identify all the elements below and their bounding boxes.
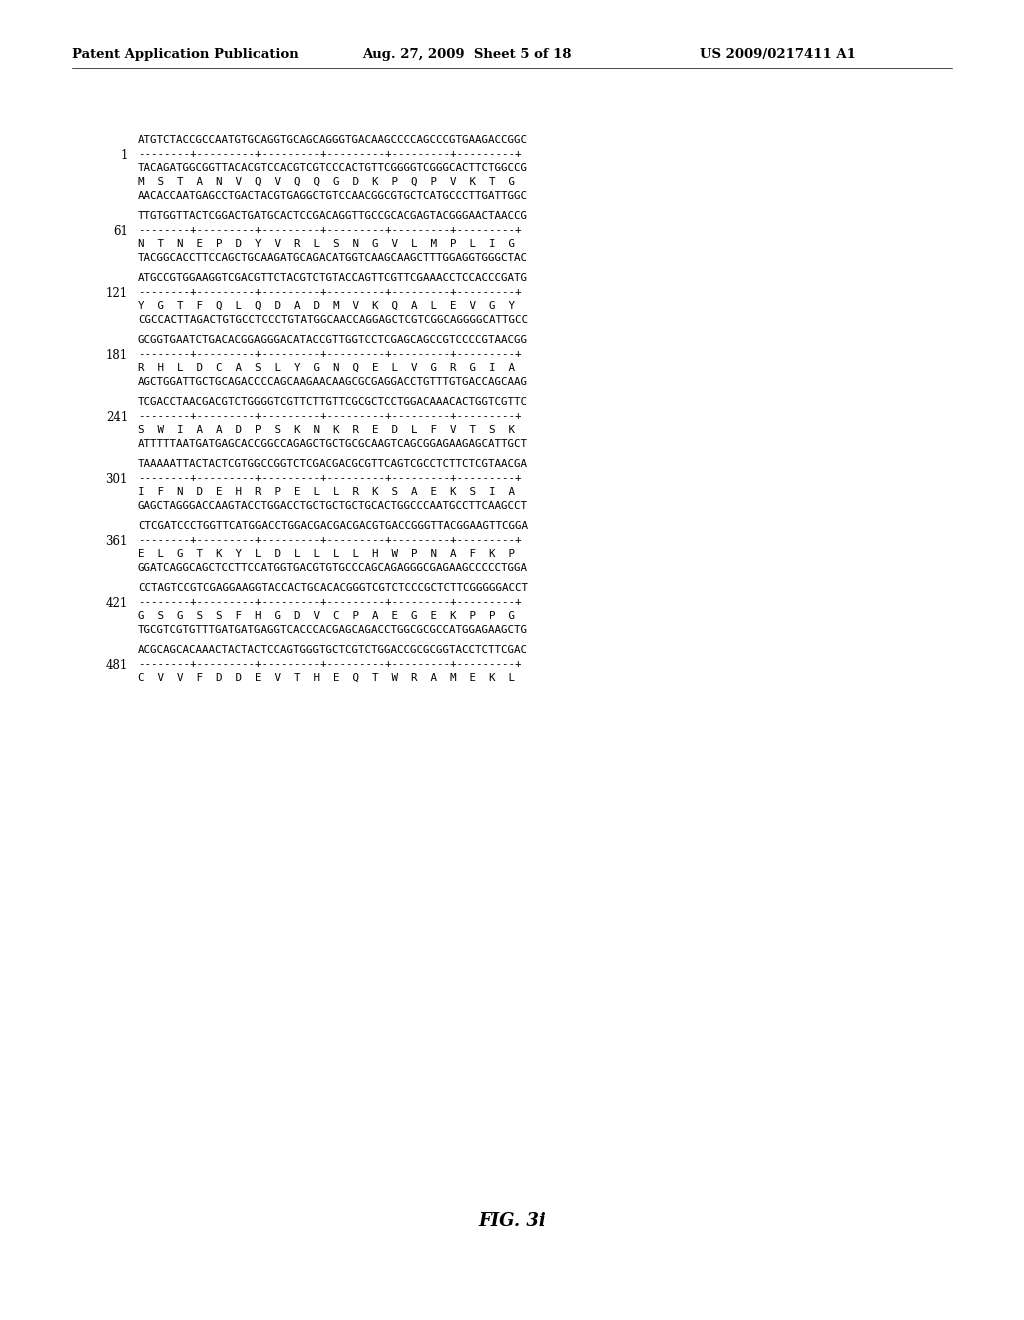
- Text: --------+---------+---------+---------+---------+---------+: --------+---------+---------+---------+-…: [138, 473, 521, 483]
- Text: --------+---------+---------+---------+---------+---------+: --------+---------+---------+---------+-…: [138, 224, 521, 235]
- Text: 361: 361: [105, 535, 128, 548]
- Text: --------+---------+---------+---------+---------+---------+: --------+---------+---------+---------+-…: [138, 149, 521, 158]
- Text: Y  G  T  F  Q  L  Q  D  A  D  M  V  K  Q  A  L  E  V  G  Y: Y G T F Q L Q D A D M V K Q A L E V G Y: [138, 301, 515, 312]
- Text: TTGTGGTTACTCGGACTGATGCACTCCGACAGGTTGCCGCACGAGTACGGGAACTAACCG: TTGTGGTTACTCGGACTGATGCACTCCGACAGGTTGCCGC…: [138, 211, 528, 220]
- Text: 481: 481: [105, 659, 128, 672]
- Text: 1: 1: [121, 149, 128, 162]
- Text: Aug. 27, 2009  Sheet 5 of 18: Aug. 27, 2009 Sheet 5 of 18: [362, 48, 571, 61]
- Text: Patent Application Publication: Patent Application Publication: [72, 48, 299, 61]
- Text: E  L  G  T  K  Y  L  D  L  L  L  L  H  W  P  N  A  F  K  P: E L G T K Y L D L L L L H W P N A F K P: [138, 549, 515, 558]
- Text: ATTTTTAATGATGAGCACCGGCCAGAGCTGCTGCGCAAGTCAGCGGAGAAGAGCATTGCT: ATTTTTAATGATGAGCACCGGCCAGAGCTGCTGCGCAAGT…: [138, 440, 528, 449]
- Text: I  F  N  D  E  H  R  P  E  L  L  R  K  S  A  E  K  S  I  A: I F N D E H R P E L L R K S A E K S I A: [138, 487, 515, 498]
- Text: CTCGATCCCTGGTTCATGGACCTGGACGACGACGACGTGACCGGGTTACGGAAGTTCGGA: CTCGATCCCTGGTTCATGGACCTGGACGACGACGACGTGA…: [138, 521, 528, 531]
- Text: --------+---------+---------+---------+---------+---------+: --------+---------+---------+---------+-…: [138, 286, 521, 297]
- Text: R  H  L  D  C  A  S  L  Y  G  N  Q  E  L  V  G  R  G  I  A: R H L D C A S L Y G N Q E L V G R G I A: [138, 363, 515, 374]
- Text: TGCGTCGTGTTTGATGATGAGGTCACCCACGAGCAGACCTGGCGCGCCATGGAGAAGCTG: TGCGTCGTGTTTGATGATGAGGTCACCCACGAGCAGACCT…: [138, 624, 528, 635]
- Text: CGCCACTTAGACTGTGCCTCCCTGTATGGCAACCAGGAGCTCGTCGGCAGGGGCATTGCC: CGCCACTTAGACTGTGCCTCCCTGTATGGCAACCAGGAGC…: [138, 315, 528, 325]
- Text: S  W  I  A  A  D  P  S  K  N  K  R  E  D  L  F  V  T  S  K: S W I A A D P S K N K R E D L F V T S K: [138, 425, 515, 436]
- Text: GAGCTAGGGACCAAGTACCTGGACCTGCTGCTGCTGCACTGGCCCAATGCCTTCAAGCCT: GAGCTAGGGACCAAGTACCTGGACCTGCTGCTGCTGCACT…: [138, 502, 528, 511]
- Text: AACACCAATGAGCCTGACTACGTGAGGCTGTCCAACGGCGTGCTCATGCCCTTGATTGGC: AACACCAATGAGCCTGACTACGTGAGGCTGTCCAACGGCG…: [138, 191, 528, 201]
- Text: 61: 61: [113, 224, 128, 238]
- Text: TACAGATGGCGGTTACACGTCCACGTCGTCCCACTGTTCGGGGTCGGGCACTTCTGGCCG: TACAGATGGCGGTTACACGTCCACGTCGTCCCACTGTTCG…: [138, 162, 528, 173]
- Text: 121: 121: [105, 286, 128, 300]
- Text: --------+---------+---------+---------+---------+---------+: --------+---------+---------+---------+-…: [138, 659, 521, 669]
- Text: AGCTGGATTGCTGCAGACCCCAGCAAGAACAAGCGCGAGGACCTGTTTGTGACCAGCAAG: AGCTGGATTGCTGCAGACCCCAGCAAGAACAAGCGCGAGG…: [138, 378, 528, 387]
- Text: --------+---------+---------+---------+---------+---------+: --------+---------+---------+---------+-…: [138, 411, 521, 421]
- Text: 301: 301: [105, 473, 128, 486]
- Text: 421: 421: [105, 597, 128, 610]
- Text: 181: 181: [105, 348, 128, 362]
- Text: --------+---------+---------+---------+---------+---------+: --------+---------+---------+---------+-…: [138, 535, 521, 545]
- Text: --------+---------+---------+---------+---------+---------+: --------+---------+---------+---------+-…: [138, 348, 521, 359]
- Text: GGATCAGGCAGCTCCTTCCATGGTGACGTGTGCCCAGCAGAGGGCGAGAAGCCCCCTGGA: GGATCAGGCAGCTCCTTCCATGGTGACGTGTGCCCAGCAG…: [138, 564, 528, 573]
- Text: TACGGCACCTTCCAGCTGCAAGATGCAGACATGGTCAAGCAAGCTTTGGAGGTGGGCTAC: TACGGCACCTTCCAGCTGCAAGATGCAGACATGGTCAAGC…: [138, 253, 528, 263]
- Text: GCGGTGAATCTGACACGGAGGGACATACCGTTGGTCCTCGAGCAGCCGTCCCCGTAACGG: GCGGTGAATCTGACACGGAGGGACATACCGTTGGTCCTCG…: [138, 335, 528, 345]
- Text: TCGACCTAACGACGTCTGGGGTCGTTCTTGTTCGCGCTCCTGGACAAACACTGGTCGTTC: TCGACCTAACGACGTCTGGGGTCGTTCTTGTTCGCGCTCC…: [138, 397, 528, 407]
- Text: 241: 241: [105, 411, 128, 424]
- Text: TAAAAATTACTACTCGTGGCCGGTCTCGACGACGCGTTCAGTCGCCTCTTCTCGTAACGA: TAAAAATTACTACTCGTGGCCGGTCTCGACGACGCGTTCA…: [138, 459, 528, 469]
- Text: CCTAGTCCGTCGAGGAAGGTACCACTGCACACGGGTCGTCTCCCGCTCTTCGGGGGACCT: CCTAGTCCGTCGAGGAAGGTACCACTGCACACGGGTCGTC…: [138, 583, 528, 593]
- Text: ATGTCTACCGCCAATGTGCAGGTGCAGCAGGGTGACAAGCCCCAGCCCGTGAAGACCGGC: ATGTCTACCGCCAATGTGCAGGTGCAGCAGGGTGACAAGC…: [138, 135, 528, 145]
- Text: ACGCAGCACAAACTACTACTCCAGTGGGTGCTCGTCTGGACCGCGCGGTACCTCTTCGAC: ACGCAGCACAAACTACTACTCCAGTGGGTGCTCGTCTGGA…: [138, 645, 528, 655]
- Text: M  S  T  A  N  V  Q  V  Q  Q  G  D  K  P  Q  P  V  K  T  G: M S T A N V Q V Q Q G D K P Q P V K T G: [138, 177, 515, 187]
- Text: N  T  N  E  P  D  Y  V  R  L  S  N  G  V  L  M  P  L  I  G: N T N E P D Y V R L S N G V L M P L I G: [138, 239, 515, 249]
- Text: --------+---------+---------+---------+---------+---------+: --------+---------+---------+---------+-…: [138, 597, 521, 607]
- Text: C  V  V  F  D  D  E  V  T  H  E  Q  T  W  R  A  M  E  K  L: C V V F D D E V T H E Q T W R A M E K L: [138, 673, 515, 682]
- Text: ATGCCGTGGAAGGTCGACGTTCTACGTCTGTACCAGTTCGTTCGAAACCTCCACCCGATG: ATGCCGTGGAAGGTCGACGTTCTACGTCTGTACCAGTTCG…: [138, 273, 528, 282]
- Text: US 2009/0217411 A1: US 2009/0217411 A1: [700, 48, 856, 61]
- Text: FIG. 3i: FIG. 3i: [478, 1212, 546, 1230]
- Text: G  S  G  S  S  F  H  G  D  V  C  P  A  E  G  E  K  P  P  G: G S G S S F H G D V C P A E G E K P P G: [138, 611, 515, 620]
